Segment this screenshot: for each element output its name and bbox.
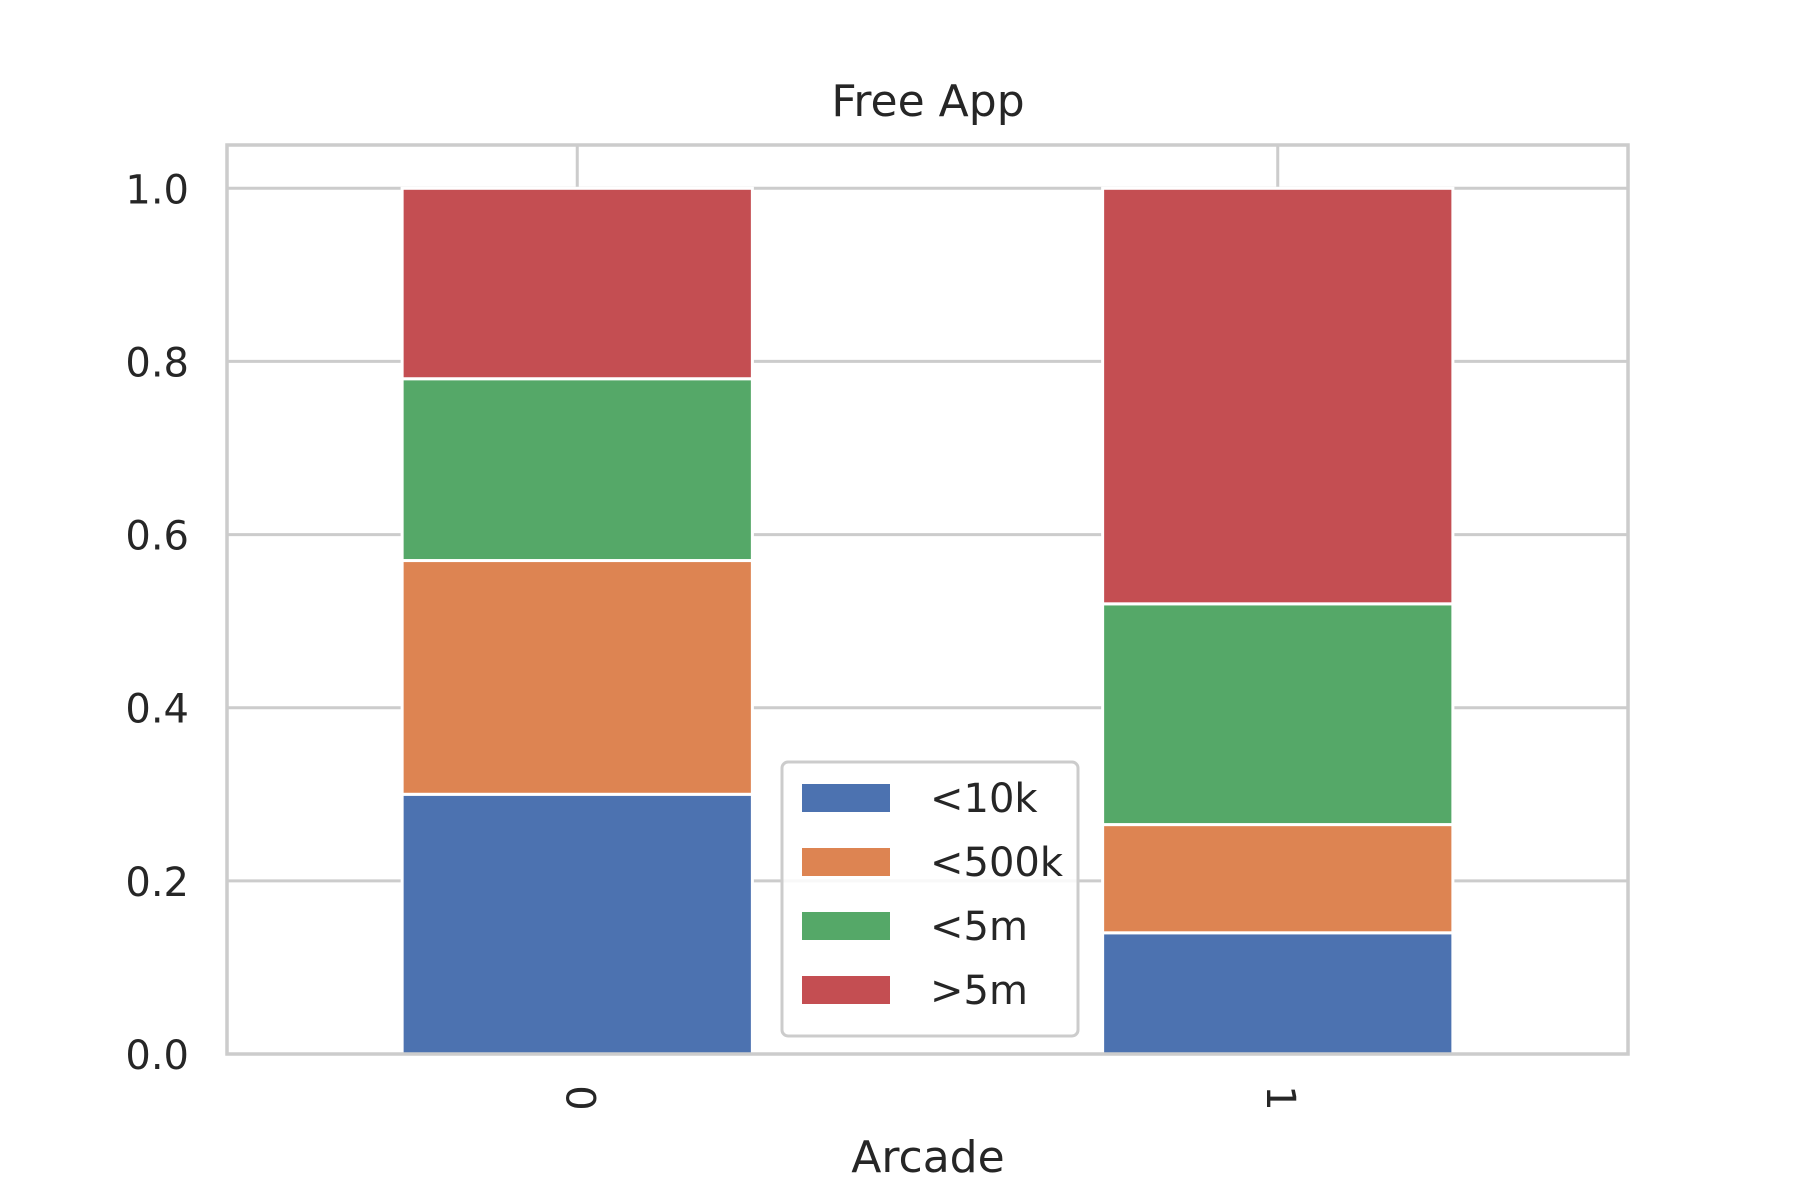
x-axis-label: Arcade [851,1132,1004,1183]
bars-group [400,186,1455,1056]
bar-segment [1101,602,1455,827]
legend-swatch [802,976,890,1004]
legend-swatch [802,784,890,812]
axes-frame [225,143,1630,1056]
bar-segment [400,559,754,796]
legend-label: <5m [930,904,1028,950]
bar-segment [400,792,754,1056]
bar-segment [1101,931,1455,1056]
y-tick-label: 1.0 [125,167,189,213]
legend-box [780,760,1080,1038]
y-tick-label: 0.8 [125,340,189,386]
legend-swatch [802,912,890,940]
bar-segment [1101,823,1455,935]
tick-labels: 0.0 0.2 0.4 0.6 0.8 1.0 0 1 [125,167,1302,1110]
x-tick-label: 1 [1257,1085,1303,1110]
y-tick-label: 0.2 [125,860,189,906]
x-tick-label: 0 [556,1085,602,1110]
legend-label: <10k [930,776,1038,822]
legend-label: >5m [930,968,1028,1014]
legend: <10k <500k <5m >5m [780,760,1080,1038]
chart-title: Free App [831,76,1024,127]
legend-label: <500k [930,840,1064,886]
legend-swatch [802,848,890,876]
bar-segment [400,186,754,381]
bar-segment [400,377,754,563]
plot-frame [225,143,1630,1056]
y-tick-label: 0.4 [125,687,189,733]
y-tick-label: 0.6 [125,514,189,560]
bar-segment [1101,186,1455,606]
y-tick-label: 0.0 [125,1033,189,1079]
